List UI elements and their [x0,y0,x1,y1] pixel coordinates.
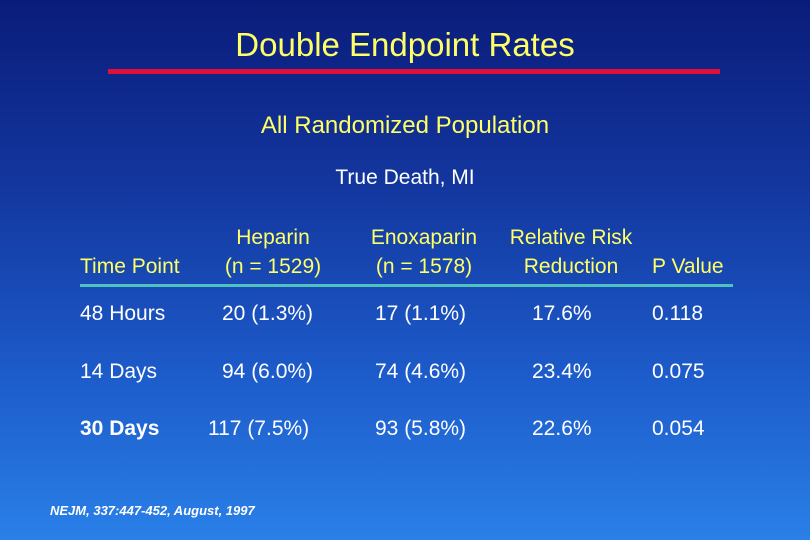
slide-subtitle: All Randomized Population [260,112,550,139]
header-relative-risk-line1: Relative Risk [509,226,633,249]
header-relative-risk: Relative Risk Reduction [496,223,646,281]
header-time-point: Time Point [80,255,180,278]
header-enoxaparin: Enoxaparin (n = 1578) [358,223,490,281]
table-row: 48 Hours 20 (1.3%) 17 (1.1%) 17.6% 0.118 [0,302,810,330]
cell-time: 48 Hours [80,302,166,325]
cell-p-value: 0.075 [652,360,705,383]
header-relative-risk-line2: Reduction [523,255,619,278]
cell-rrr: 17.6% [532,302,592,325]
header-p-value: P Value [652,255,724,278]
header-heparin-line2: (n = 1529) [224,255,322,278]
header-divider [80,284,733,287]
slide-title: Double Endpoint Rates [235,26,575,63]
header-enoxaparin-line1: Enoxaparin [370,226,478,249]
cell-enoxaparin: 74 (4.6%) [375,360,467,383]
cell-rrr: 23.4% [532,360,592,383]
cell-time: 14 Days [80,360,158,383]
table-row: 14 Days 94 (6.0%) 74 (4.6%) 23.4% 0.075 [0,360,810,388]
header-heparin: Heparin (n = 1529) [208,223,338,281]
title-underline [108,69,720,74]
table-row: 30 Days 117 (7.5%) 93 (5.8%) 22.6% 0.054 [0,417,810,445]
cell-heparin: 94 (6.0%) [222,360,314,383]
cell-enoxaparin: 17 (1.1%) [375,302,467,325]
header-heparin-line1: Heparin [236,226,310,249]
table-caption: True Death, MI [335,166,475,189]
cell-enoxaparin: 93 (5.8%) [375,417,467,440]
cell-p-value: 0.118 [652,302,703,325]
cell-rrr: 22.6% [532,417,592,440]
header-enoxaparin-line2: (n = 1578) [375,255,473,278]
cell-p-value: 0.054 [652,417,705,440]
cell-time: 30 Days [80,417,160,440]
cell-heparin: 20 (1.3%) [222,302,314,325]
cell-heparin: 117 (7.5%) [208,417,310,440]
reference-citation: NEJM, 337:447-452, August, 1997 [50,503,255,518]
